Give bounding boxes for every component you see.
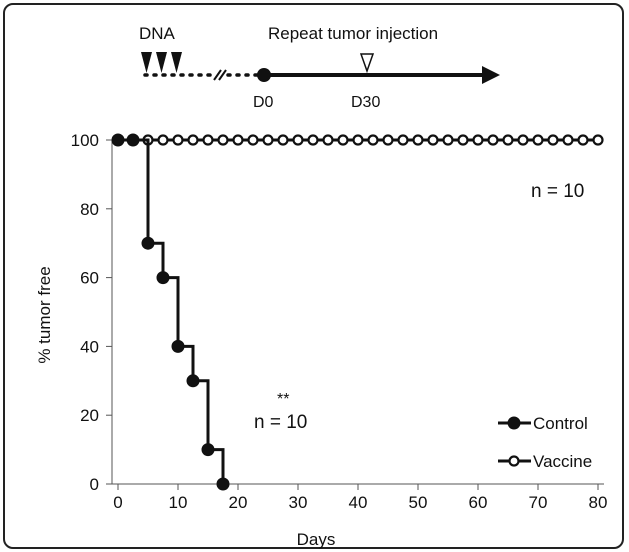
control-data-point: [216, 477, 230, 491]
control-data-point: [111, 133, 125, 147]
repeat-injection-label: Repeat tumor injection: [268, 24, 438, 43]
x-tick-label: 30: [289, 493, 308, 512]
vaccine-data-point: [487, 134, 499, 146]
vaccine-data-point: [217, 134, 229, 146]
x-axis-ticks: 0 10 20 30 40 50 60 70 80: [113, 484, 607, 512]
vaccine-data-point: [367, 134, 379, 146]
d30-label: D30: [351, 94, 380, 111]
vaccine-data-point: [247, 134, 259, 146]
d0-label: D0: [253, 94, 274, 111]
x-tick-label: 60: [469, 493, 488, 512]
control-data-point: [156, 271, 170, 285]
vaccine-n-label: n = 10: [531, 181, 584, 202]
vaccine-data-point: [202, 134, 214, 146]
control-n-label: n = 10: [254, 412, 307, 433]
vaccine-data-point: [292, 134, 304, 146]
control-data-point: [186, 374, 200, 388]
vaccine-data-point: [562, 134, 574, 146]
control-data-point: [126, 133, 140, 147]
vaccine-data-point: [442, 134, 454, 146]
vaccine-data-point: [397, 134, 409, 146]
repeat-injection-marker: [359, 53, 375, 74]
y-tick-label: 60: [80, 269, 99, 288]
vaccine-data-point: [502, 134, 514, 146]
y-axis-title: % tumor free: [35, 266, 54, 363]
vaccine-data-point: [577, 134, 589, 146]
vaccine-data-point: [472, 134, 484, 146]
x-tick-label: 50: [409, 493, 428, 512]
vaccine-data-point: [157, 134, 169, 146]
x-tick-label: 40: [349, 493, 368, 512]
vaccine-data-point: [277, 134, 289, 146]
vaccine-data-point: [517, 134, 529, 146]
legend-control-label: Control: [533, 414, 588, 433]
chart-legend: Control Vaccine: [498, 414, 592, 471]
legend-vaccine-label: Vaccine: [533, 452, 592, 471]
y-axis-ticks: 0 20 40 60 80 100: [71, 131, 112, 494]
x-tick-label: 20: [229, 493, 248, 512]
x-axis-title: Days: [297, 530, 336, 549]
control-series-line: [118, 138, 225, 484]
legend-control-marker: [507, 416, 521, 430]
control-data-point: [141, 236, 155, 250]
x-tick-label: 0: [113, 493, 122, 512]
vaccine-data-point: [412, 134, 424, 146]
dna-injection-marker-2: [156, 52, 167, 73]
vaccine-data-point: [172, 134, 184, 146]
control-data-point: [201, 443, 215, 457]
vaccine-data-point: [337, 134, 349, 146]
x-tick-label: 80: [589, 493, 608, 512]
vaccine-data-point: [352, 134, 364, 146]
y-tick-label: 20: [80, 406, 99, 425]
vaccine-data-point: [427, 134, 439, 146]
vaccine-data-point: [532, 134, 544, 146]
vaccine-data-point: [382, 134, 394, 146]
y-tick-label: 0: [90, 475, 99, 494]
vaccine-data-point: [457, 134, 469, 146]
figure-frame: [3, 3, 624, 549]
y-tick-label: 40: [80, 337, 99, 356]
timeline-break-mark-2: [218, 69, 227, 81]
x-tick-label: 10: [169, 493, 188, 512]
vaccine-data-point: [262, 134, 274, 146]
vaccine-data-point: [307, 134, 319, 146]
vaccine-data-point: [592, 134, 604, 146]
control-data-point: [171, 339, 185, 353]
plot-area: [111, 133, 604, 491]
vaccine-data-point: [322, 134, 334, 146]
dna-injection-marker-3: [171, 52, 182, 73]
y-tick-label: 100: [71, 131, 99, 150]
timeline-arrowhead: [482, 66, 500, 84]
dna-injection-marker-1: [141, 52, 152, 73]
y-tick-label: 80: [80, 200, 99, 219]
timeline-schematic: DNA Repeat tumor injection D0 D30: [139, 24, 500, 111]
vaccine-data-point: [187, 134, 199, 146]
dna-label: DNA: [139, 24, 176, 43]
legend-vaccine-marker: [508, 455, 520, 467]
timeline-break-mark-1: [213, 69, 222, 81]
vaccine-data-point: [547, 134, 559, 146]
x-tick-label: 70: [529, 493, 548, 512]
significance-stars: **: [277, 391, 289, 408]
vaccine-data-point: [232, 134, 244, 146]
